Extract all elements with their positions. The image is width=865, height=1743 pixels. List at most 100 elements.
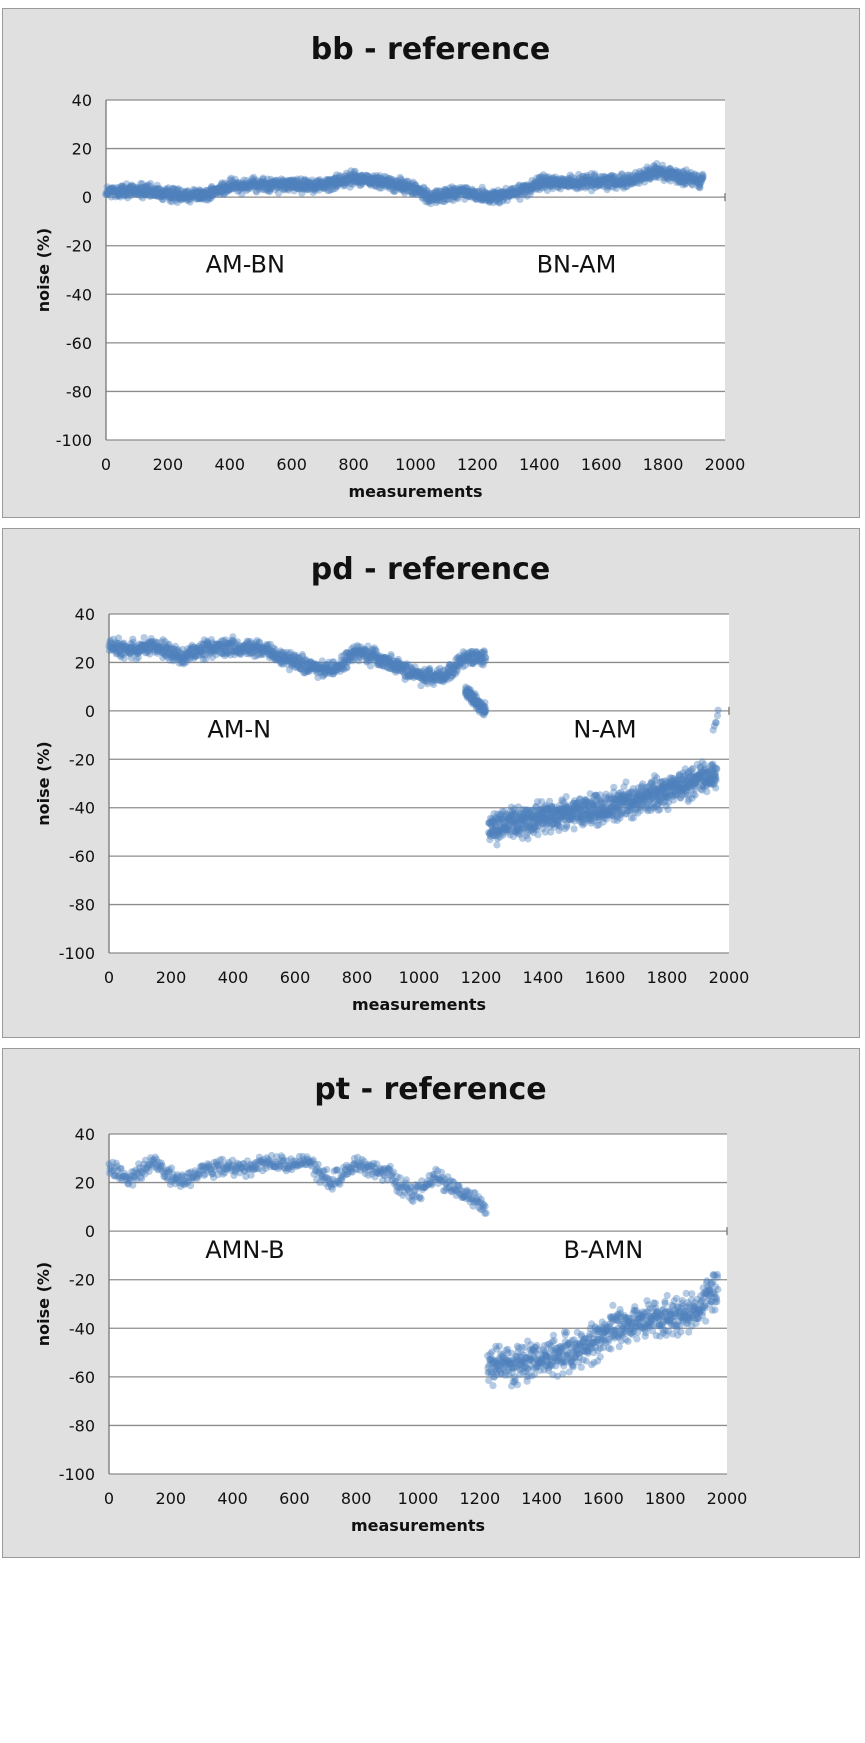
data-point: [205, 188, 213, 196]
data-point: [232, 179, 240, 187]
data-point: [368, 175, 376, 183]
data-point: [543, 179, 551, 187]
data-point: [344, 177, 352, 185]
data-point: [666, 177, 674, 185]
data-point: [167, 191, 175, 199]
data-point: [377, 184, 385, 192]
data-point: [628, 175, 636, 183]
data-point: [624, 178, 632, 186]
data-point: [553, 180, 561, 188]
data-point: [268, 182, 276, 190]
data-point: [162, 187, 170, 195]
data-point: [255, 178, 263, 186]
data-point: [518, 185, 526, 193]
data-point: [287, 183, 295, 192]
data-point: [220, 190, 228, 198]
data-point: [596, 176, 604, 184]
data-point: [604, 174, 613, 182]
data-point: [686, 171, 694, 179]
data-point: [116, 642, 124, 650]
data-point: [290, 183, 298, 191]
data-point: [669, 168, 677, 176]
data-point: [228, 181, 236, 189]
data-point: [317, 182, 325, 190]
data-point: [665, 172, 673, 180]
data-point: [420, 184, 428, 192]
data-point: [457, 183, 465, 192]
data-point: [157, 192, 165, 200]
data-point: [130, 186, 138, 194]
data-point: [646, 173, 654, 181]
data-point: [443, 187, 451, 195]
data-point: [530, 180, 538, 188]
data-point: [295, 185, 303, 193]
data-point: [647, 168, 655, 176]
data-point: [350, 177, 358, 185]
data-point: [345, 175, 353, 183]
data-point: [411, 189, 419, 197]
data-point: [150, 191, 158, 199]
data-point: [142, 641, 150, 649]
data-point: [644, 168, 653, 176]
data-point: [464, 188, 472, 196]
data-point: [395, 184, 403, 192]
data-point: [114, 190, 122, 198]
data-point: [180, 194, 188, 202]
data-point: [414, 186, 422, 194]
y-tick-label: -100: [59, 944, 95, 963]
data-point: [340, 182, 348, 190]
data-point: [215, 186, 224, 194]
data-point: [321, 181, 329, 189]
data-point: [111, 186, 119, 195]
data-point: [114, 187, 122, 195]
x-tick-label: 600: [276, 455, 307, 474]
data-point: [336, 179, 344, 187]
data-point: [313, 184, 321, 192]
data-point: [126, 643, 134, 652]
data-point: [180, 190, 188, 198]
data-point: [159, 196, 167, 204]
data-point: [451, 185, 459, 193]
data-point: [575, 170, 583, 179]
data-point: [432, 187, 440, 195]
data-point: [469, 190, 477, 198]
data-point: [284, 177, 292, 185]
chart-panel-pt: pt - reference 40 20 0 -20 -40 -60 -80 -100 0 200 4…: [2, 1048, 860, 1558]
data-point: [164, 187, 172, 195]
data-point: [459, 190, 467, 198]
data-point: [485, 198, 493, 206]
data-point: [384, 177, 392, 185]
data-point: [563, 178, 571, 186]
data-point: [612, 181, 620, 189]
data-point: [658, 167, 666, 175]
data-point: [130, 643, 138, 651]
data-point: [137, 185, 145, 193]
data-point: [277, 183, 285, 191]
data-point: [187, 1182, 195, 1190]
data-point: [643, 166, 652, 174]
data-point: [339, 180, 347, 188]
data-point: [398, 186, 406, 194]
data-point: [547, 180, 555, 188]
data-point: [145, 187, 153, 195]
data-point: [345, 173, 353, 181]
data-point: [507, 186, 515, 194]
data-point: [166, 188, 174, 196]
data-point: [169, 184, 177, 192]
data-point: [502, 184, 510, 192]
data-point: [540, 181, 548, 190]
data-point: [428, 190, 436, 198]
y-tick-label: 0: [85, 1222, 95, 1241]
data-point: [379, 180, 387, 188]
data-point: [673, 173, 681, 181]
data-point: [507, 192, 515, 200]
data-point: [387, 177, 395, 185]
data-point: [122, 187, 130, 195]
data-point: [621, 177, 630, 185]
data-point: [215, 184, 223, 192]
data-point: [406, 183, 414, 191]
data-point: [648, 172, 656, 181]
data-point: [198, 188, 206, 196]
data-point: [109, 189, 117, 197]
data-point: [229, 183, 237, 191]
